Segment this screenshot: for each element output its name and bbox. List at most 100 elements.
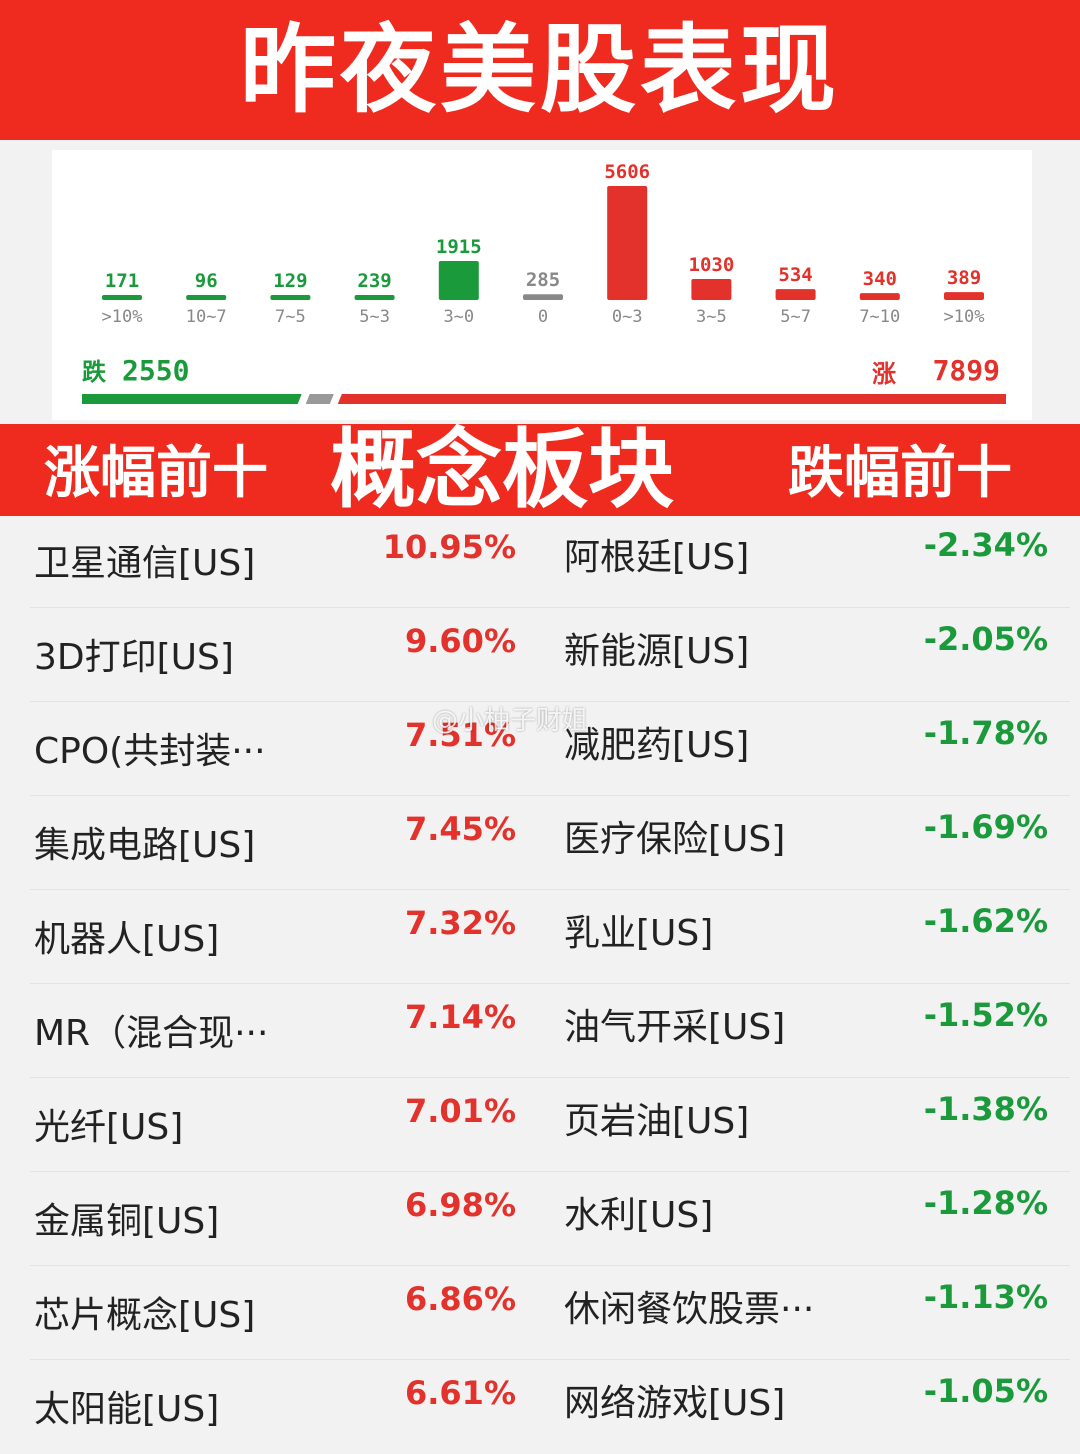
chart-category-label: 0: [538, 307, 548, 327]
loser-percent: -1.69%: [923, 808, 1048, 846]
chart-bar: [607, 186, 648, 300]
chart-value-label: 389: [947, 267, 981, 289]
chart-bar: [523, 294, 563, 300]
chart-bar: [354, 295, 395, 300]
loser-percent: -1.52%: [923, 996, 1048, 1034]
gainer-name: 太阳能[US]: [34, 1389, 220, 1430]
chart-category-label: 0~3: [612, 307, 643, 327]
gainer-name: MR（混合现···: [34, 1013, 269, 1054]
loser-percent: -1.13%: [923, 1278, 1048, 1316]
chart-category-label: >10%: [102, 307, 143, 327]
chart-value-label: 96: [195, 270, 218, 292]
gainer-percent: 6.61%: [404, 1374, 516, 1412]
up-proportion-bar: [337, 394, 1006, 404]
gainer-name: 3D打印[US]: [34, 637, 234, 678]
gainer-name: 芯片概念[US]: [34, 1295, 256, 1336]
gainer-percent: 7.32%: [404, 904, 516, 942]
chart-category-label: 3~5: [696, 307, 727, 327]
gainer-percent: 7.14%: [404, 998, 516, 1036]
loser-percent: -2.05%: [923, 620, 1048, 658]
section-banner: 涨幅前十 概念板块 跌幅前十: [0, 424, 1080, 516]
distribution-chart: 171 >10% 96 10~7 129 7~5 239 5~3 1915 3~0 285 0 5606…: [52, 150, 1032, 420]
watermark-text: @小柚子财姐: [432, 706, 589, 736]
row-divider: [30, 889, 1070, 890]
chart-value-label: 534: [778, 264, 812, 286]
loser-name: 乳业[US]: [564, 913, 714, 954]
down-summary-label: 跌: [82, 358, 107, 386]
row-divider: [30, 1171, 1070, 1172]
table-row: 卫星通信[US] 10.95% 阿根廷[US] -2.34%: [0, 514, 1080, 608]
chart-category-label: 10~7: [186, 307, 227, 327]
loser-percent: -1.05%: [923, 1372, 1048, 1410]
gainer-percent: 6.86%: [404, 1280, 516, 1318]
loser-name: 水利[US]: [564, 1195, 714, 1236]
loser-percent: -1.38%: [923, 1090, 1048, 1128]
chart-category-label: 7~5: [275, 307, 306, 327]
chart-value-label: 171: [105, 270, 139, 292]
chart-bar: [270, 295, 311, 300]
chart-value-label: 239: [357, 270, 391, 292]
chart-bar: [186, 295, 227, 300]
chart-value-label: 1030: [689, 254, 735, 276]
loser-name: 页岩油[US]: [564, 1101, 750, 1142]
gainer-name: 光纤[US]: [34, 1107, 184, 1148]
table-row: 光纤[US] 7.01% 页岩油[US] -1.38%: [0, 1078, 1080, 1172]
table-row: MR（混合现··· 7.14% 油气开采[US] -1.52%: [0, 984, 1080, 1078]
gainer-name: 金属铜[US]: [34, 1201, 220, 1242]
down-proportion-bar: [82, 394, 302, 404]
row-divider: [30, 701, 1070, 702]
up-summary-label: 涨: [872, 360, 896, 388]
chart-value-label: 1915: [436, 236, 482, 258]
row-divider: [30, 795, 1070, 796]
chart-value-label: 129: [273, 270, 307, 292]
loser-percent: -1.28%: [923, 1184, 1048, 1222]
sector-ranking-list: 卫星通信[US] 10.95% 阿根廷[US] -2.34% 3D打印[US] 9.60%…: [0, 516, 1080, 1434]
up-summary-count: 7899: [933, 354, 1000, 387]
chart-bar: [775, 289, 816, 300]
table-row: 太阳能[US] 6.61% 网络游戏[US] -1.05%: [0, 1360, 1080, 1454]
loser-name: 减肥药[US]: [564, 725, 750, 766]
chart-category-label: 5~7: [780, 307, 811, 327]
page-title: 昨夜美股表现: [0, 0, 1080, 140]
gainer-name: 机器人[US]: [34, 919, 220, 960]
row-divider: [30, 983, 1070, 984]
chart-value-label: 285: [526, 269, 560, 291]
concept-sector-heading: 概念板块: [330, 420, 674, 520]
table-row: 集成电路[US] 7.45% 医疗保险[US] -1.69%: [0, 796, 1080, 890]
table-row: 3D打印[US] 9.60% 新能源[US] -2.05%: [0, 608, 1080, 702]
row-divider: [30, 1265, 1070, 1266]
loser-name: 医疗保险[US]: [564, 819, 786, 860]
table-row: 金属铜[US] 6.98% 水利[US] -1.28%: [0, 1172, 1080, 1266]
losers-heading: 跌幅前十: [788, 441, 1012, 506]
chart-bar: [438, 261, 479, 300]
row-divider: [30, 1077, 1070, 1078]
gainer-percent: 7.51%: [404, 716, 516, 754]
chart-bar: [944, 292, 984, 300]
table-row: 芯片概念[US] 6.86% 休闲餐饮股票··· -1.13%: [0, 1266, 1080, 1360]
loser-name: 阿根廷[US]: [564, 537, 750, 578]
loser-percent: -2.34%: [923, 526, 1048, 564]
table-row: CPO(共封装··· 7.51% 减肥药[US] -1.78%: [0, 702, 1080, 796]
chart-bar: [691, 279, 732, 300]
distribution-chart-svg: 171 >10% 96 10~7 129 7~5 239 5~3 1915 3~0 285 0 5606…: [82, 161, 1006, 404]
gainer-name: 卫星通信[US]: [34, 543, 256, 584]
loser-percent: -1.62%: [923, 902, 1048, 940]
gainer-name: 集成电路[US]: [34, 825, 256, 866]
chart-bar: [102, 295, 142, 300]
table-row: 机器人[US] 7.32% 乳业[US] -1.62%: [0, 890, 1080, 984]
chart-category-label: >10%: [944, 307, 985, 327]
chart-value-label: 5606: [604, 161, 650, 183]
gainer-percent: 7.01%: [404, 1092, 516, 1130]
gainer-percent: 7.45%: [404, 810, 516, 848]
chart-value-label: 340: [863, 268, 897, 290]
loser-name: 网络游戏[US]: [564, 1383, 786, 1424]
gainers-heading: 涨幅前十: [44, 441, 268, 506]
loser-name: 新能源[US]: [564, 631, 750, 672]
flat-proportion-bar: [305, 394, 334, 404]
gainer-percent: 6.98%: [404, 1186, 516, 1224]
loser-percent: -1.78%: [923, 714, 1048, 752]
gainer-percent: 10.95%: [382, 528, 516, 566]
row-divider: [30, 607, 1070, 608]
row-divider: [30, 1359, 1070, 1360]
chart-category-label: 5~3: [359, 307, 390, 327]
